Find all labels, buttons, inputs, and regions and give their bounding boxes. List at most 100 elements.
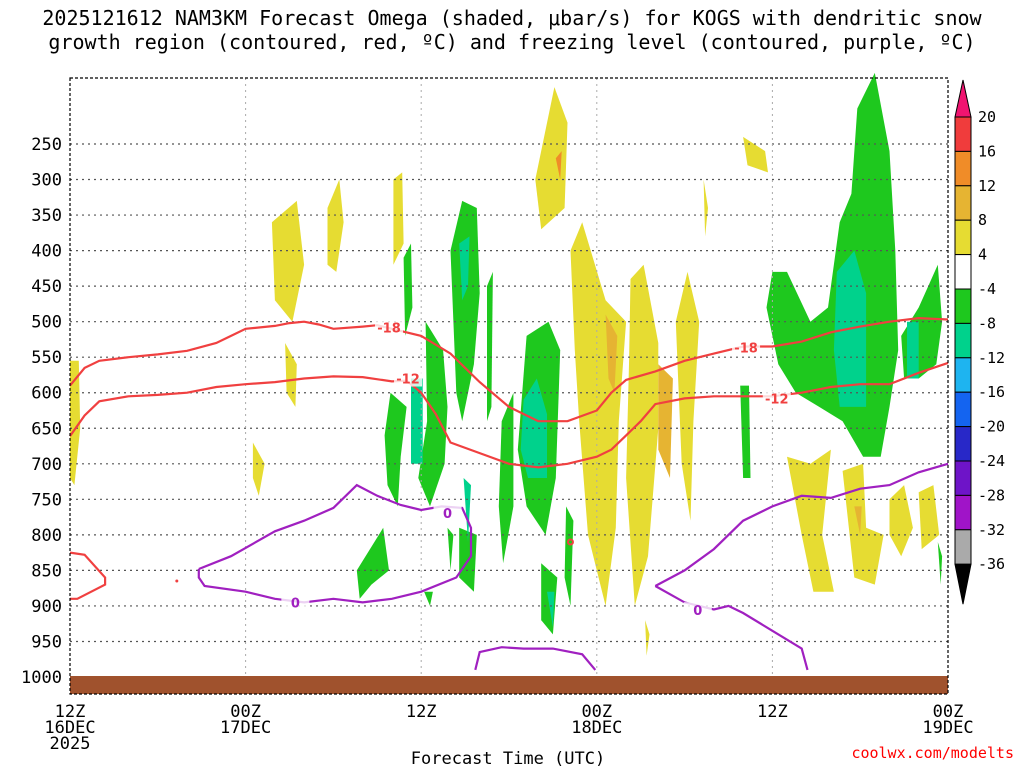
colorbar-swatch-9 [954, 391, 972, 428]
contour-label-minus18-a-bg [375, 319, 404, 336]
omega-region-18 [658, 364, 673, 478]
omega-region-30 [356, 527, 389, 599]
y-axis: 250 300 350 400 450 500 550 600 650 700 750 800 850 9… [21, 135, 62, 688]
contour-label-zero-b: 0 [291, 596, 300, 611]
plot-frame [69, 77, 949, 695]
colorbar-swatch-1 [954, 116, 972, 152]
x-tick-label-36-line1: 00Z [581, 702, 612, 722]
contour-label-minus12-a: -12 [396, 373, 420, 388]
y-tick-label-600: 600 [31, 384, 62, 404]
contour-label-zero-a-bg [433, 504, 462, 521]
credit-link[interactable]: coolwx.com/modelts [851, 744, 1014, 762]
omega-region-28 [564, 506, 574, 606]
omega-region-37 [937, 542, 943, 585]
colorbar-label-0: 20 [978, 108, 996, 126]
colorbar-label-1: 16 [978, 142, 996, 160]
contour-label-zero-c: 0 [693, 604, 702, 619]
colorbar-label-5: -4 [978, 280, 996, 298]
omega-region-2 [327, 179, 344, 272]
colorbar-label-13: -36 [978, 555, 1005, 573]
y-tick-label-1000: 1000 [21, 668, 62, 688]
contour-label-minus12-a-bg [394, 370, 423, 387]
chart-title-line2: growth region (contoured, red, ºC) and f… [48, 30, 976, 54]
colorbar-bottom-arrow [954, 563, 972, 605]
colorbar-label-2: 12 [978, 177, 996, 195]
colorbar-label-7: -12 [978, 349, 1005, 367]
omega-region-10 [645, 620, 650, 656]
contour-label-minus18-a: -18 [377, 321, 401, 336]
y-tick-label-800: 800 [31, 526, 62, 546]
y-tick-label-250: 250 [31, 135, 62, 155]
omega-region-42 [547, 591, 555, 628]
omega-region-26 [498, 392, 514, 564]
colorbar-swatch-3 [954, 185, 972, 221]
omega-region-33 [424, 591, 433, 606]
y-tick-label-850: 850 [31, 561, 62, 581]
colorbar-label-9: -20 [978, 418, 1005, 436]
y-tick-label-950: 950 [31, 632, 62, 652]
contour-label-zero-b-bg [281, 594, 310, 611]
ground-band [70, 676, 948, 694]
omega-region-15 [889, 485, 913, 557]
x-tick-label-60-line2: 19DEC [922, 718, 973, 738]
x-axis-label: Forecast Time (UTC) [411, 749, 605, 768]
x-tick-label-24-line1: 12Z [406, 702, 437, 722]
omega-region-9 [675, 271, 700, 521]
omega-region-38 [411, 378, 423, 464]
y-tick-label-750: 750 [31, 490, 62, 510]
omega-region-5 [393, 172, 404, 265]
x-tick-label-48-line1: 12Z [757, 702, 788, 722]
omega-region-4 [252, 442, 265, 496]
colorbar-top-arrow [954, 79, 972, 118]
colorbar-label-10: -24 [978, 452, 1005, 470]
omega-region-13 [787, 449, 834, 592]
colorbar-swatch-11 [954, 460, 972, 496]
contour-freezing-outline3 [654, 585, 809, 671]
colorbar-swatch-10 [954, 426, 972, 462]
colorbar-swatch-12 [954, 494, 972, 531]
colorbar-label-4: 4 [978, 246, 987, 264]
y-tick-label-700: 700 [31, 455, 62, 475]
colorbar-swatch-6 [954, 288, 972, 324]
omega-region-1 [271, 200, 305, 322]
omega-region-0 [70, 360, 81, 486]
omega-region-23 [418, 321, 448, 507]
y-tick-label-900: 900 [31, 597, 62, 617]
contour-freezing-outline [197, 483, 473, 604]
colorbar-label-11: -28 [978, 486, 1005, 504]
y-tick-label-400: 400 [31, 242, 62, 262]
x-tick-label-36-line2: 18DEC [571, 718, 622, 738]
colorbar-swatch-5 [954, 254, 972, 290]
y-tick-label-350: 350 [31, 206, 62, 226]
contour-label-zero-a: 0 [443, 507, 452, 522]
contours: -18 -18 -12 -12 0 0 0 [69, 316, 949, 671]
omega-region-6 [535, 87, 568, 230]
contour-minus18 [69, 316, 949, 423]
omega-region-19 [854, 506, 862, 535]
chart-title-line1: 2025121612 NAM3KM Forecast Omega (shaded… [42, 6, 982, 30]
y-tick-label-650: 650 [31, 419, 62, 439]
contour-label-minus12-b: -12 [765, 392, 789, 407]
contour-label-minus18-b-bg [732, 339, 761, 356]
omega-region-22 [403, 243, 413, 336]
y-tick-label-550: 550 [31, 348, 62, 368]
contour-label-minus18-b: -18 [734, 341, 758, 356]
contour-dot [175, 579, 179, 583]
y-tick-label-500: 500 [31, 313, 62, 333]
contour-freezing-outline2 [654, 462, 949, 587]
omega-region-20 [555, 151, 562, 180]
omega-region-21 [384, 392, 407, 507]
contour-label-zero-c-bg [683, 602, 712, 619]
omega-region-16 [918, 485, 940, 550]
x-tick-label-12-line2: 17DEC [220, 718, 271, 738]
omega-region-39 [459, 236, 470, 301]
colorbar-label-8: -16 [978, 383, 1005, 401]
colorbar-swatch-7 [954, 322, 972, 359]
contour-minus12-dot [566, 538, 574, 546]
omega-region-14 [842, 463, 884, 585]
contour-freezing-outline4 [474, 646, 597, 671]
omega-region-3 [285, 343, 297, 407]
colorbar-swatch-4 [954, 219, 972, 256]
